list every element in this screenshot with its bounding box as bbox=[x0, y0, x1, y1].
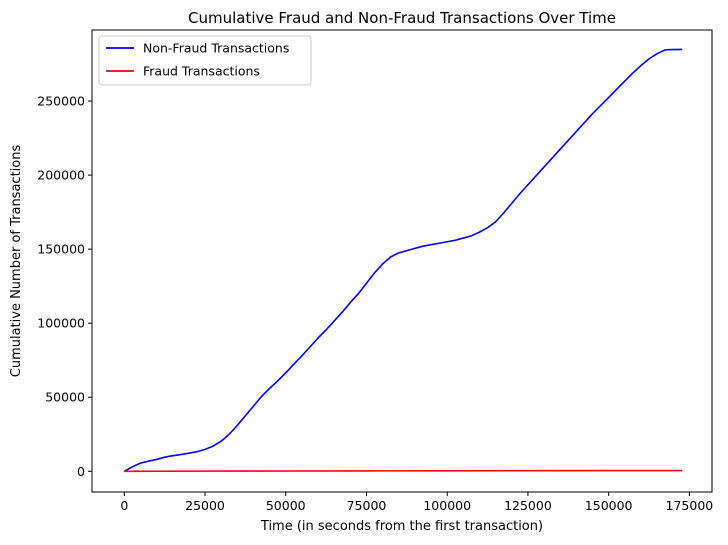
x-tick-label: 125000 bbox=[504, 498, 552, 513]
x-tick-label: 175000 bbox=[666, 498, 714, 513]
plot-area: 0 25000 50000 75000 100000 125000 150000 175000… bbox=[37, 29, 713, 513]
legend-label-fraud: Fraud Transactions bbox=[143, 64, 260, 79]
y-tick-label: 200000 bbox=[37, 168, 85, 183]
x-axis-ticks: 0 25000 50000 75000 100000 125000 150000 175000 bbox=[120, 492, 713, 513]
legend: Non-Fraud Transactions Fraud Transaction… bbox=[98, 35, 312, 86]
y-axis-ticks: 0 50000 100000 150000 200000 250000 bbox=[37, 94, 92, 479]
x-tick-label: 100000 bbox=[423, 498, 471, 513]
x-tick-label: 75000 bbox=[347, 498, 387, 513]
x-tick-label: 25000 bbox=[185, 498, 225, 513]
chart-title: Cumulative Fraud and Non-Fraud Transacti… bbox=[188, 9, 616, 27]
series-line-1 bbox=[124, 469, 683, 473]
legend-box bbox=[98, 35, 312, 86]
y-tick-label: 250000 bbox=[37, 94, 85, 109]
x-axis-label: Time (in seconds from the first transact… bbox=[260, 519, 543, 534]
y-tick-label: 150000 bbox=[37, 242, 85, 257]
x-tick-label: 0 bbox=[120, 498, 128, 513]
y-tick-label: 0 bbox=[77, 464, 85, 479]
x-tick-label: 50000 bbox=[266, 498, 306, 513]
y-tick-label: 50000 bbox=[45, 390, 85, 405]
series-line-0 bbox=[123, 48, 683, 472]
series-layer bbox=[123, 48, 683, 473]
legend-label-non-fraud: Non-Fraud Transactions bbox=[143, 41, 289, 56]
y-tick-label: 100000 bbox=[37, 316, 85, 331]
plot-frame bbox=[91, 29, 713, 493]
y-axis-label: Cumulative Number of Transactions bbox=[9, 145, 24, 378]
x-tick-label: 150000 bbox=[585, 498, 633, 513]
